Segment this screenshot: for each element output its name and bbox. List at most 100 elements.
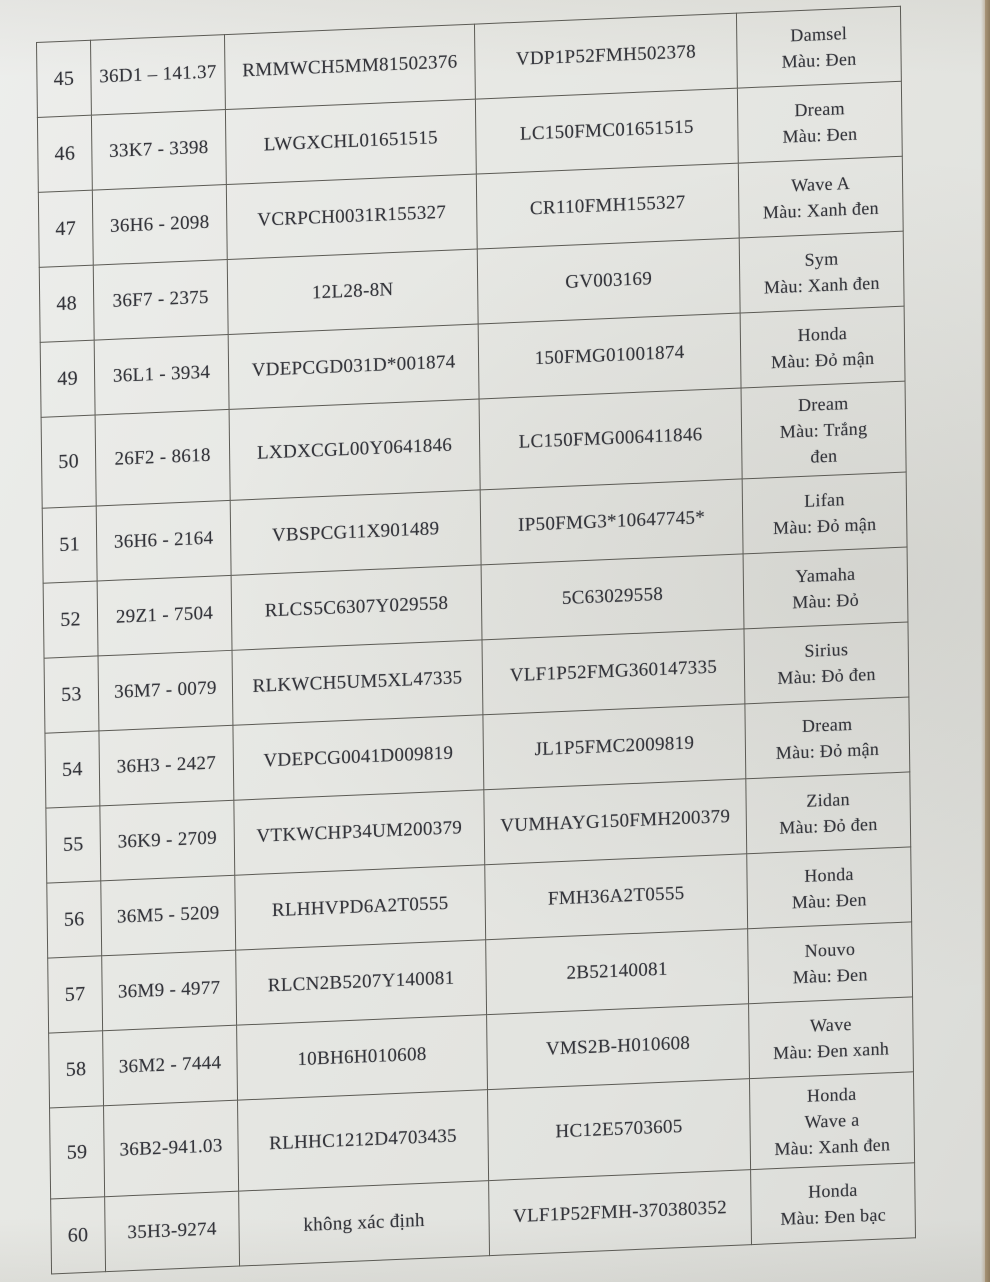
col-index: 50 <box>41 415 97 509</box>
brand-color-line: Màu: Đỏ <box>792 589 860 613</box>
page-tilt-wrapper: 45 36D1 – 141.37 RMMWCH5MM81502376 VDP1P… <box>36 6 916 1275</box>
col-engine: VDP1P52FMH502378 <box>474 13 738 100</box>
brand-color-line: Màu: Đỏ đen <box>777 663 876 688</box>
brand-color-line: Màu: Đen <box>782 123 858 147</box>
brand-color-line: Màu: Xanh đen <box>763 272 880 298</box>
col-engine: 2B52140081 <box>485 928 749 1015</box>
col-plate: 36M9 - 4977 <box>101 950 237 1031</box>
col-brand: Dream Màu: Đỏ mận <box>744 696 910 779</box>
col-index: 49 <box>40 340 96 418</box>
col-engine: CR110FMH155327 <box>476 163 740 250</box>
vehicle-table-body: 45 36D1 – 141.37 RMMWCH5MM81502376 VDP1P… <box>36 6 916 1274</box>
col-engine: VLF1P52FMG360147335 <box>481 628 745 715</box>
col-plate: 36H6 - 2098 <box>92 184 228 266</box>
col-engine: GV003169 <box>477 238 741 324</box>
col-brand: Honda Wave a Màu: Xanh đen <box>749 1071 915 1170</box>
col-engine: VUMHAYG150FMH200379 <box>483 778 747 865</box>
col-chassis: VCRPCH0031R155327 <box>226 174 478 260</box>
col-brand: Honda Màu: Đỏ mận <box>740 306 906 388</box>
brand-color-line: Màu: Đen xanh <box>773 1038 890 1064</box>
col-index: 58 <box>48 1030 104 1109</box>
col-brand: Honda Màu: Đen bạc <box>750 1162 916 1245</box>
brand-color-line: Màu: Xanh đen <box>762 197 879 223</box>
col-engine: LC150FMC01651515 <box>475 88 739 175</box>
col-plate: 36M5 - 5209 <box>100 875 236 956</box>
col-brand: Dream Màu: Trắng đen <box>741 381 907 479</box>
page-edge <box>981 0 990 1282</box>
col-plate: 29Z1 - 7504 <box>97 575 233 656</box>
col-brand: Yamaha Màu: Đỏ <box>743 547 908 629</box>
col-index: 56 <box>46 880 102 959</box>
col-index: 48 <box>39 265 95 343</box>
col-plate: 36M2 - 7444 <box>102 1025 238 1106</box>
col-engine: 5C63029558 <box>481 553 744 640</box>
col-plate: 36B2-941.03 <box>103 1100 239 1197</box>
col-chassis: VTKWCHP34UM200379 <box>233 789 485 876</box>
brand-color-line: Màu: Đen bạc <box>780 1204 887 1229</box>
col-engine: HC12E5703605 <box>487 1078 751 1181</box>
col-plate: 36K9 - 2709 <box>99 800 235 881</box>
brand-color-line: Màu: Đỏ mận <box>775 738 880 764</box>
col-index: 47 <box>38 190 94 268</box>
col-chassis: 12L28-8N <box>227 249 479 335</box>
col-brand: Honda Màu: Đen <box>746 846 912 929</box>
col-brand: Wave Màu: Đen xanh <box>748 996 914 1079</box>
col-brand: Sym Màu: Xanh đen <box>739 231 905 314</box>
col-index: 46 <box>37 115 93 193</box>
col-chassis: không xác định <box>238 1180 490 1267</box>
col-chassis: RLKWCH5UM5XL47335 <box>232 639 483 726</box>
col-index: 53 <box>44 655 99 734</box>
col-brand: Dream Màu: Đen <box>737 81 903 164</box>
brand-color-line: Màu: Đen <box>791 889 867 913</box>
brand-color-line: Màu: Đen <box>792 964 868 988</box>
col-chassis: RLHHVPD6A2T0555 <box>234 864 486 951</box>
col-plate: 36D1 – 141.37 <box>90 34 226 116</box>
col-brand: Lifan Màu: Đỏ mận <box>742 472 908 554</box>
col-index: 55 <box>45 805 101 884</box>
col-engine: LC150FMG006411846 <box>479 387 743 490</box>
col-engine: 150FMG01001874 <box>478 313 742 399</box>
col-chassis: VBSPCG11X901489 <box>230 489 482 576</box>
col-plate: 36L1 - 3934 <box>94 334 230 416</box>
col-chassis: VDEPCGD031D*001874 <box>228 323 480 410</box>
col-brand: Wave A Màu: Xanh đen <box>738 156 904 239</box>
col-engine: VMS2B-H010608 <box>486 1003 750 1090</box>
col-brand: Nouvo Màu: Đen <box>747 921 913 1004</box>
col-chassis: RLCN2B5207Y140081 <box>235 939 487 1026</box>
col-chassis: LXDXCGL00Y0641846 <box>229 398 481 501</box>
col-brand: Damsel Màu: Đen <box>736 6 902 89</box>
col-engine: JL1P5FMC2009819 <box>482 703 746 790</box>
col-chassis: LWGXCHL01651515 <box>225 99 477 185</box>
col-index: 51 <box>42 506 98 584</box>
col-chassis: VDEPCG0041D009819 <box>232 714 484 801</box>
col-plate: 26F2 - 8618 <box>95 409 231 507</box>
col-engine: IP50FMG3*10647745* <box>480 478 744 565</box>
col-plate: 35H3-9274 <box>104 1191 240 1272</box>
col-plate: 36H3 - 2427 <box>98 725 234 806</box>
col-index: 57 <box>47 955 103 1034</box>
col-index: 45 <box>36 40 92 118</box>
col-brand: Sirius Màu: Đỏ đen <box>743 622 909 704</box>
col-index: 52 <box>43 580 99 659</box>
col-plate: 33K7 - 3398 <box>91 109 227 191</box>
vehicle-registry-table: 45 36D1 – 141.37 RMMWCH5MM81502376 VDP1P… <box>36 6 916 1275</box>
brand-color-line: Màu: Xanh đen <box>774 1134 891 1160</box>
col-index: 60 <box>50 1196 106 1274</box>
brand-color-line: Màu: Đen <box>781 48 857 72</box>
col-plate: 36H6 - 2164 <box>96 500 232 581</box>
brand-color-line: Màu: Đỏ mận <box>772 513 877 539</box>
col-chassis: RMMWCH5MM81502376 <box>224 24 476 110</box>
col-chassis: RLCS5C6307Y029558 <box>231 564 482 651</box>
col-plate: 36M7 - 0079 <box>98 650 233 731</box>
brand-color-line: Màu: Đỏ đen <box>779 813 878 838</box>
col-index: 59 <box>49 1105 105 1199</box>
col-index: 54 <box>44 730 100 809</box>
brand-color-line: đen <box>810 445 838 467</box>
col-plate: 36F7 - 2375 <box>93 259 229 341</box>
col-brand: Zidan Màu: Đỏ đen <box>745 771 911 854</box>
col-engine: VLF1P52FMH-370380352 <box>488 1169 752 1256</box>
brand-color-line: Màu: Đỏ mận <box>770 347 875 373</box>
col-engine: FMH36A2T0555 <box>484 853 748 940</box>
